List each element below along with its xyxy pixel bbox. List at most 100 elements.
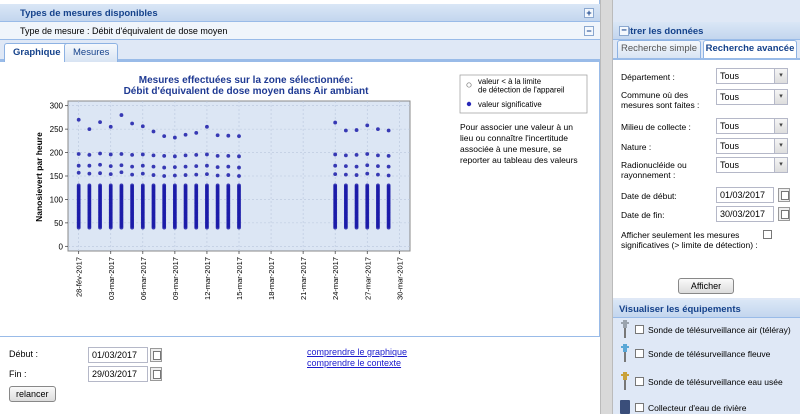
x-tick-label: 30-mar-2017	[395, 257, 404, 300]
chart-legend: valeur < à la limite de détection de l'a…	[459, 74, 588, 114]
data-point	[376, 164, 380, 169]
significatives-label: Afficher seulement les mesures significa…	[621, 230, 758, 250]
link-comprendre-graphique[interactable]: comprendre le graphique	[307, 347, 408, 357]
equipment-checkbox[interactable]	[635, 403, 644, 412]
data-point	[215, 165, 220, 169]
collapse-icon[interactable]: −	[619, 26, 629, 36]
chevron-down-icon[interactable]: ▾	[774, 139, 787, 153]
equipment-checkbox[interactable]	[635, 377, 644, 386]
data-point	[354, 183, 359, 188]
data-point	[151, 129, 156, 134]
chevron-down-icon[interactable]: ▾	[774, 69, 787, 83]
date-fin-input[interactable]: 30/03/2017	[716, 206, 774, 222]
data-point	[172, 173, 177, 178]
data-point	[108, 172, 113, 177]
chevron-down-icon[interactable]: ▾	[774, 90, 787, 104]
x-tick-label: 18-mar-2017	[267, 257, 276, 300]
x-tick-label: 21-mar-2017	[299, 257, 308, 300]
data-point	[354, 164, 359, 169]
calendar-icon[interactable]	[778, 207, 790, 221]
equipment-item[interactable]: Sonde de télésurveillance fleuve	[619, 344, 800, 364]
significatives-checkbox[interactable]	[763, 230, 772, 239]
calendar-icon[interactable]	[778, 188, 790, 202]
tab-recherche-simple[interactable]: Recherche simple	[617, 40, 701, 58]
date-form: Début : 01/03/2017 Fin : 29/03/2017 rela…	[0, 336, 600, 414]
data-point	[205, 172, 209, 177]
select-radionucleide[interactable]: Tous ▾	[716, 157, 788, 173]
legend-filled-marker	[466, 101, 472, 107]
equipment-checkbox[interactable]	[635, 349, 644, 358]
filter-header: Filtrer les données −	[613, 22, 800, 40]
types-header-title: Types de mesures disponibles	[20, 8, 158, 19]
data-point	[119, 113, 124, 117]
collapse-icon[interactable]: −	[584, 26, 594, 36]
select-departement[interactable]: Tous ▾	[716, 68, 788, 84]
debut-input[interactable]: 01/03/2017	[88, 347, 148, 363]
chevron-down-icon[interactable]: ▾	[774, 158, 787, 172]
data-point	[343, 153, 348, 158]
data-point	[183, 164, 188, 169]
search-tabs: Recherche simple Recherche avancée	[613, 40, 800, 62]
select-milieu[interactable]: Tous ▾	[716, 118, 788, 134]
chevron-down-icon[interactable]: ▾	[774, 119, 787, 133]
collecteur-icon	[620, 400, 630, 414]
equipment-checkbox[interactable]	[635, 325, 644, 334]
fin-input[interactable]: 29/03/2017	[88, 366, 148, 382]
data-point	[365, 183, 370, 188]
afficher-button[interactable]: Afficher	[678, 278, 734, 294]
data-point	[151, 173, 156, 177]
data-point	[333, 152, 338, 157]
y-tick-label: 250	[50, 125, 64, 134]
equipment-item[interactable]: Sonde de télésurveillance eau usée	[619, 372, 800, 392]
type-mesure-row: Type de mesure : Débit d'équivalent de d…	[0, 22, 600, 40]
data-point	[119, 170, 124, 175]
tab-recherche-avancee[interactable]: Recherche avancée	[703, 40, 797, 58]
data-point	[108, 183, 113, 188]
select-nature[interactable]: Tous ▾	[716, 138, 788, 154]
select-commune[interactable]: Tous ▾	[716, 89, 788, 105]
data-point	[87, 183, 92, 188]
data-point	[354, 153, 359, 157]
y-tick-label: 50	[54, 219, 63, 228]
data-point	[183, 153, 188, 158]
data-point	[162, 134, 167, 139]
chart-subtitle: Débit d'équivalent de dose moyen dans Ai…	[124, 86, 370, 97]
data-point	[76, 170, 81, 175]
types-header: Types de mesures disponibles +	[0, 4, 600, 22]
data-point	[194, 172, 199, 177]
calendar-icon[interactable]	[150, 367, 162, 381]
equip-header: Visualiser les équipements	[613, 300, 800, 318]
data-point	[87, 127, 92, 132]
date-debut-input[interactable]: 01/03/2017	[716, 187, 774, 203]
calendar-icon[interactable]	[150, 348, 162, 362]
data-point	[172, 183, 177, 188]
data-point	[215, 173, 220, 178]
data-point	[386, 128, 391, 133]
data-point	[365, 152, 370, 156]
equipment-item[interactable]: Sonde de télésurveillance air (téléray)	[619, 320, 800, 340]
data-point	[343, 128, 348, 133]
data-point	[194, 153, 199, 157]
x-tick-label: 28-fév-2017	[75, 257, 84, 297]
equipment-item[interactable]: Collecteur d'eau de rivière	[619, 398, 800, 414]
data-point	[119, 183, 124, 188]
relancer-button[interactable]: relancer	[9, 386, 56, 402]
data-point	[76, 152, 81, 156]
data-point	[194, 164, 199, 169]
expand-icon[interactable]: +	[584, 8, 594, 18]
debut-label: Début :	[9, 349, 39, 359]
data-point	[130, 172, 135, 177]
data-point	[343, 164, 348, 169]
data-point	[237, 174, 241, 178]
link-comprendre-contexte[interactable]: comprendre le contexte	[307, 358, 402, 368]
equipment-list: Sonde de télésurveillance air (téléray) …	[613, 318, 800, 414]
fin-label: Fin :	[9, 369, 27, 379]
data-point	[140, 124, 145, 129]
advanced-search-form: Département : Tous ▾ Commune où des mesur…	[613, 58, 800, 298]
data-point	[376, 153, 380, 158]
panel-splitter[interactable]	[600, 0, 613, 414]
data-point	[98, 151, 102, 156]
data-point	[162, 165, 167, 170]
tab-graphique[interactable]: Graphique	[4, 43, 70, 62]
tab-mesures[interactable]: Mesures	[64, 43, 119, 62]
